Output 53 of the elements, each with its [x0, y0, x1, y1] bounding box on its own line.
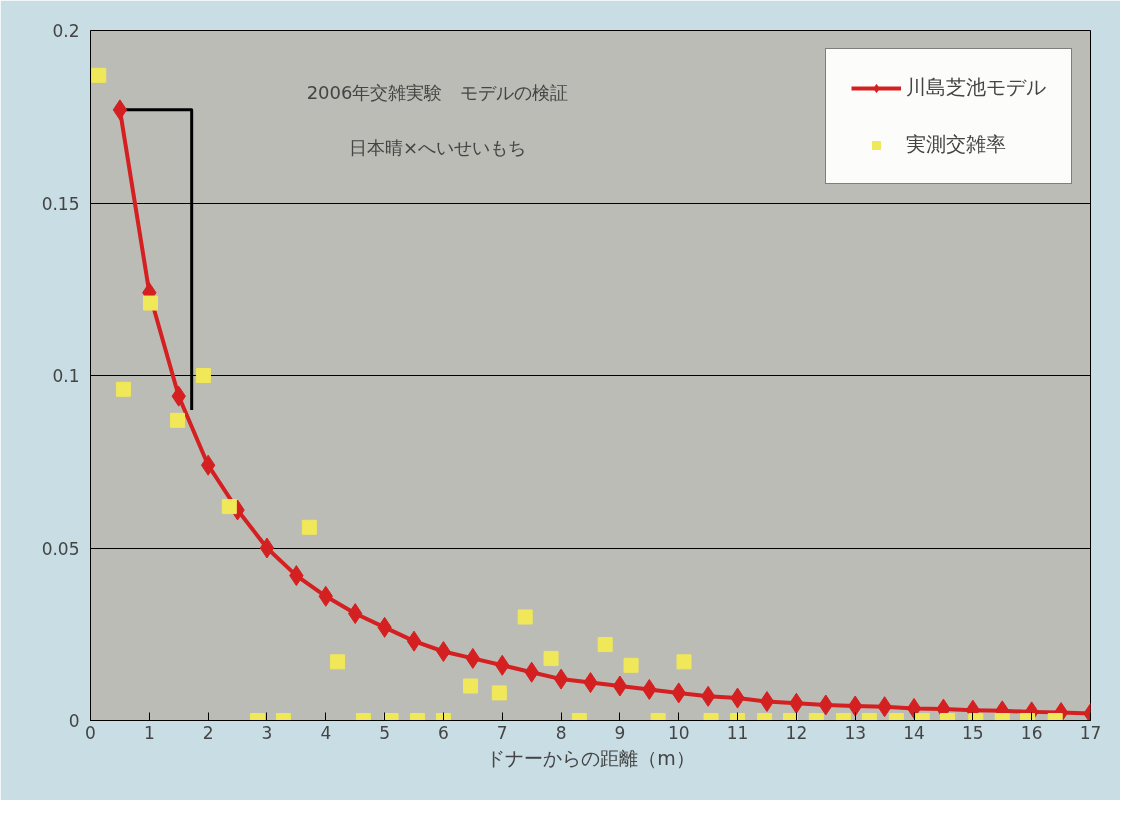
- x-tick-label: 3: [261, 722, 273, 743]
- x-tick-label: 4: [320, 722, 332, 743]
- x-axis-title: ドナーからの距離（m）: [486, 746, 695, 769]
- point: [543, 650, 559, 666]
- x-tick-label: 16: [1020, 722, 1043, 743]
- point: [463, 678, 478, 694]
- x-tick-label: 17: [1079, 722, 1102, 743]
- y-tick-label: 0.1: [52, 366, 80, 386]
- x-tick-label: 7: [496, 722, 508, 743]
- x-tick-label: 15: [962, 722, 984, 743]
- point: [115, 381, 131, 397]
- point: [91, 67, 107, 83]
- point: [623, 657, 639, 673]
- point: [612, 675, 628, 697]
- point: [195, 368, 211, 383]
- x-tick-label: 6: [438, 722, 449, 743]
- x-tick-label: 8: [555, 722, 567, 743]
- x-tick-label: 9: [614, 722, 626, 743]
- x-tick-label: 13: [844, 722, 867, 743]
- point: [553, 668, 569, 690]
- x-tick-label: 5: [379, 722, 391, 743]
- legend-label: 川島芝池モデル: [906, 74, 1046, 101]
- point: [700, 685, 716, 707]
- legend-label: 実測交雑率: [906, 131, 1006, 158]
- x-tick-label: 12: [785, 722, 808, 743]
- x-tick-label: 2: [202, 722, 214, 743]
- point: [301, 519, 317, 535]
- point: [436, 641, 451, 662]
- point: [465, 647, 481, 669]
- point: [491, 685, 507, 701]
- point: [170, 412, 186, 428]
- point: [597, 637, 613, 653]
- point: [143, 295, 158, 311]
- x-tick-label: 1: [143, 722, 155, 743]
- point: [221, 499, 237, 515]
- point: [406, 630, 422, 652]
- y-tick-label: 0.15: [41, 193, 80, 214]
- point: [759, 691, 775, 713]
- point: [676, 654, 692, 670]
- point: [906, 697, 922, 719]
- x-tick-label: 14: [903, 722, 925, 743]
- x-tick-label: 0: [85, 722, 96, 743]
- point: [330, 654, 346, 670]
- point: [112, 99, 128, 121]
- point: [517, 609, 533, 625]
- text: 日本晴×へいせいもち: [349, 137, 527, 159]
- y-tick-label: 0.2: [52, 21, 80, 41]
- x-tick-label: 11: [726, 722, 749, 743]
- point: [200, 454, 216, 476]
- point: [259, 537, 275, 559]
- text: 2006年交雑実験 モデルの検証: [306, 81, 569, 103]
- y-tick-label: 0.05: [41, 538, 80, 559]
- x-tick-label: 10: [667, 722, 690, 743]
